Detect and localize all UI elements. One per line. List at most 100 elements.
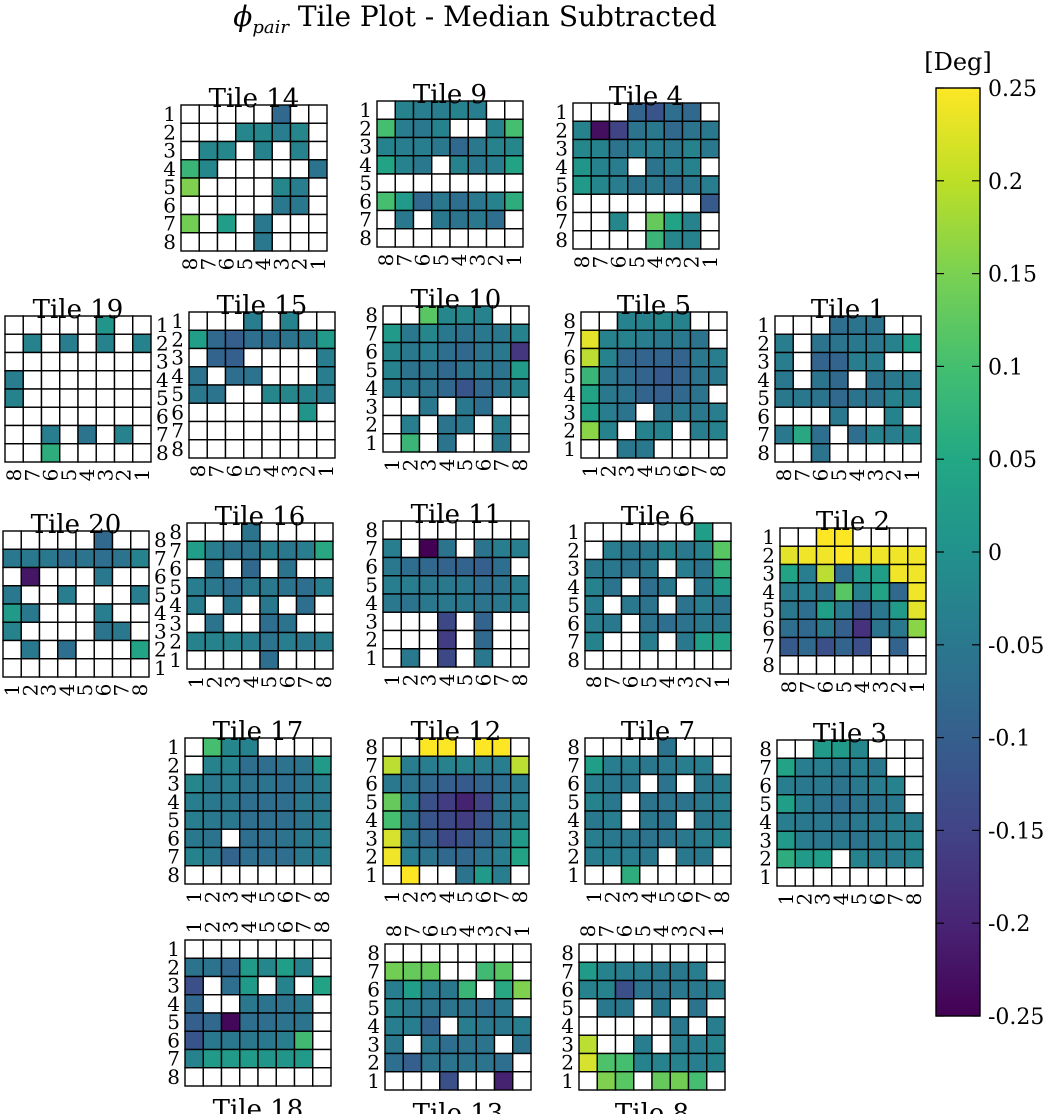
tile-12-cell-r5-c8 bbox=[510, 810, 530, 830]
tile-12-cell-r8-c3 bbox=[418, 865, 439, 885]
tile-3-title: Tile 3 bbox=[813, 719, 887, 749]
tile-13-cell-r7-c6 bbox=[475, 1052, 496, 1073]
tile-13-cell-r3-c8 bbox=[512, 979, 532, 1000]
tile-3-cell-r2-c6 bbox=[867, 757, 888, 778]
tile-2-col-label: 5 bbox=[832, 681, 856, 694]
tile-1-cell-r6-c7 bbox=[883, 406, 904, 427]
tile-12-cell-r3-c6 bbox=[473, 773, 494, 794]
tile-13-cell-r3-c4 bbox=[439, 979, 459, 1000]
tile-5-cell-r4-c5 bbox=[653, 366, 673, 386]
tile-6-cell-r8-c8 bbox=[712, 650, 732, 670]
tile-7-cell-r1-c7 bbox=[693, 737, 714, 757]
tile-6-cell-r8-c1 bbox=[584, 650, 604, 670]
tile-7-cell-r8-c1 bbox=[584, 865, 604, 885]
tile-1-cell-r5-c8 bbox=[902, 388, 922, 408]
tile-6-cell-r4-c8 bbox=[712, 577, 732, 597]
tile-3-cell-r1-c8 bbox=[904, 739, 924, 759]
tile-6-row-label: 6 bbox=[567, 611, 580, 635]
tile-15-cell-r2-c8 bbox=[316, 329, 336, 350]
tile-8-row-label: 6 bbox=[561, 978, 574, 1002]
tile-7-cell-r5-c4 bbox=[639, 810, 659, 830]
tile-20-cell-r8-c2 bbox=[20, 658, 41, 678]
tile-7-cell-r7-c1 bbox=[584, 846, 604, 867]
tile-5-cell-r3-c5 bbox=[653, 347, 673, 368]
tile-5-cell-r5-c6 bbox=[671, 384, 692, 404]
colorbar: [Deg]0.250.20.150.10.050-0.05-0.1-0.15-0… bbox=[924, 48, 1044, 1030]
tile-4-cell-r5-c7 bbox=[681, 175, 702, 195]
tile-15-cell-r7-c4 bbox=[243, 420, 263, 441]
tile-8-cell-r3-c1 bbox=[578, 979, 598, 1000]
tile-20-col-label: 6 bbox=[91, 684, 115, 697]
tile-17-col-label: 3 bbox=[219, 891, 243, 904]
tile-2-cell-r7-c1 bbox=[779, 636, 799, 657]
tile-3-row-label: 4 bbox=[759, 810, 772, 834]
tile-2-row-label: 1 bbox=[762, 525, 775, 549]
tile-5-cell-r6-c1 bbox=[580, 402, 600, 423]
tile-3-cell-r2-c2 bbox=[794, 757, 815, 778]
tile-8-cell-r3-c2 bbox=[596, 979, 617, 1000]
tile-16-col-label: 8 bbox=[312, 676, 336, 689]
tile-17-cell-r7-c5 bbox=[257, 846, 277, 867]
tile-7-row-label: 8 bbox=[567, 735, 580, 759]
tile-8-cell-r1-c5 bbox=[651, 943, 671, 963]
tile-16-cell-r7-c7 bbox=[295, 631, 316, 652]
tile-15-cell-r4-c6 bbox=[279, 366, 300, 386]
tile-4-cell-r2-c5 bbox=[645, 120, 665, 141]
tile-17-cell-r4-c1 bbox=[184, 792, 204, 812]
tile-15-row-label: 3 bbox=[171, 346, 184, 370]
tile-1-cell-r4-c8 bbox=[902, 370, 922, 390]
tile-11-cell-r1-c8 bbox=[510, 520, 530, 540]
tile-7-col-label: 6 bbox=[673, 891, 697, 904]
tile-18-cell-r2-c8 bbox=[312, 957, 332, 978]
tile-7-cell-r7-c5 bbox=[657, 846, 677, 867]
tile-10-cell-r6-c2 bbox=[400, 396, 421, 417]
tile-15-cell-r2-c7 bbox=[297, 329, 318, 350]
tile-11-cell-r3-c5 bbox=[455, 556, 475, 577]
tile-15-cell-r4-c4 bbox=[243, 366, 263, 386]
tile-8-cell-r6-c1 bbox=[578, 1034, 598, 1055]
tile-1-cell-r6-c3 bbox=[810, 406, 831, 427]
tile-2-cell-r8-c1 bbox=[779, 655, 799, 675]
tile-6-cell-r7-c5 bbox=[657, 631, 677, 652]
tile-11-cell-r2-c7 bbox=[491, 538, 512, 559]
tile-14-cell-r4-c4 bbox=[235, 159, 255, 179]
tile-17-cell-r5-c8 bbox=[312, 810, 332, 830]
tile-14-col-label: 5 bbox=[233, 258, 257, 271]
tile-20-col-label: 5 bbox=[73, 684, 97, 697]
tile-13-cell-r1-c7 bbox=[493, 943, 514, 963]
tile-20-cell-r8-c3 bbox=[38, 658, 59, 678]
tile-4-cell-r6-c4 bbox=[627, 193, 647, 214]
tile-2-cell-r3-c3 bbox=[815, 563, 836, 584]
tile-5-col-label: 1 bbox=[578, 465, 602, 478]
tile-12-cell-r7-c3 bbox=[418, 846, 439, 867]
tile-3-cell-r3-c7 bbox=[885, 775, 906, 796]
tile-20-cell-r3-c4 bbox=[57, 566, 77, 587]
tile-17-cell-r4-c7 bbox=[293, 792, 314, 812]
tile-13-col-label: 1 bbox=[510, 925, 534, 938]
tile-4-row-label: 6 bbox=[555, 191, 568, 215]
tile-10-row-label: 7 bbox=[365, 321, 378, 345]
tile-15-col-label: 4 bbox=[259, 465, 283, 478]
tile-7-cell-r2-c1 bbox=[584, 755, 604, 776]
tile-18-col-label: 8 bbox=[310, 921, 334, 934]
tile-4-cell-r2-c8 bbox=[700, 120, 720, 141]
tile-9-col-label: 1 bbox=[502, 254, 526, 267]
tile-7-cell-r3-c4 bbox=[639, 773, 659, 794]
tile-7-cell-r4-c2 bbox=[602, 792, 623, 812]
tile-3-cell-r6-c3 bbox=[812, 830, 833, 851]
tile-15-cell-r1-c8 bbox=[316, 311, 336, 331]
tile-19-cell-r7-c2 bbox=[22, 424, 43, 445]
tile-14-cell-r6-c8 bbox=[308, 195, 328, 216]
tile-10-cell-r3-c4 bbox=[437, 341, 457, 362]
tile-19-cell-r6-c1 bbox=[4, 406, 24, 427]
tile-3-cell-r4-c8 bbox=[904, 794, 924, 814]
tile-16-cell-r4-c5 bbox=[259, 577, 279, 597]
tile-5-cell-r5-c4 bbox=[635, 384, 655, 404]
tile-8-cell-r8-c1 bbox=[578, 1071, 598, 1091]
tile-14-cell-r3-c5 bbox=[253, 140, 273, 161]
tile-8-col-label: 6 bbox=[613, 925, 637, 938]
tile-1-row-label: 5 bbox=[757, 386, 770, 410]
tile-6-cell-r4-c7 bbox=[693, 577, 714, 597]
tile-20-cell-r3-c2 bbox=[20, 566, 41, 587]
